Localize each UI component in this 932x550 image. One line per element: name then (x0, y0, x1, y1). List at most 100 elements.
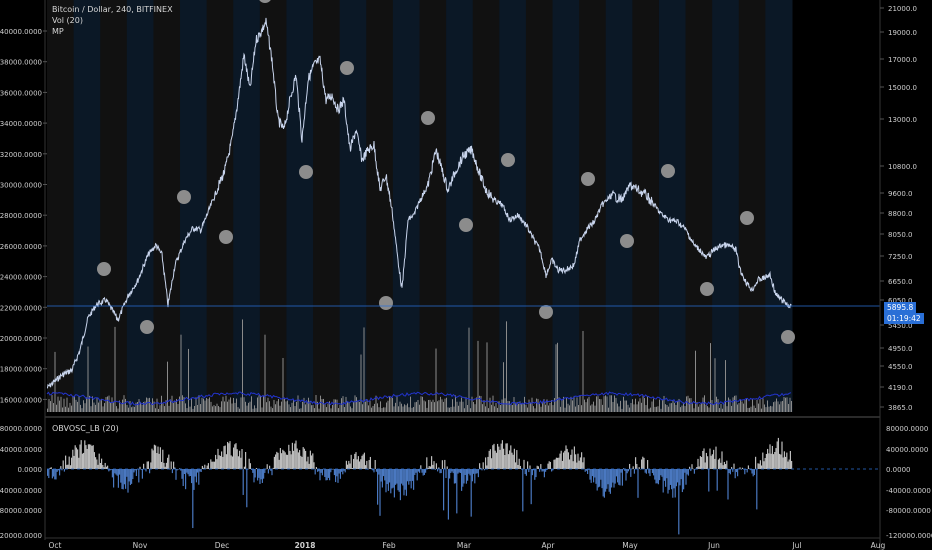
osc-bar (704, 462, 706, 469)
volume-bar (99, 400, 101, 412)
right-price-tick: 7250.0 (888, 253, 913, 261)
osc-bar (530, 469, 532, 505)
volume-bar (566, 397, 567, 412)
volume-bar (252, 408, 254, 412)
osc-bar (770, 453, 772, 469)
osc-bar (204, 464, 206, 469)
volume-bar (483, 400, 485, 412)
osc-bar (725, 464, 727, 469)
volume-bar (608, 407, 609, 412)
volume-bar (146, 397, 147, 412)
volume-bar (744, 399, 746, 412)
volume-bar (138, 399, 140, 412)
osc-bar (63, 469, 65, 472)
volume-bar (618, 406, 620, 412)
volume-bar (786, 397, 788, 412)
osc-bar (242, 469, 244, 495)
osc-bar (632, 466, 634, 469)
osc-bar (446, 466, 448, 469)
osc-bar (677, 469, 679, 483)
volume-bar (765, 407, 767, 412)
mp-marker (781, 330, 795, 344)
osc-bar (53, 469, 55, 477)
osc-bar (636, 463, 638, 469)
volume-bar (468, 327, 470, 412)
volume-bar (129, 400, 131, 412)
volume-bar (705, 404, 707, 412)
osc-bar (99, 462, 101, 469)
indicator-obvosc[interactable]: OBVOSC_LB (20) (52, 424, 119, 433)
volume-bar (495, 403, 497, 412)
osc-bar (403, 469, 405, 496)
symbol-title[interactable]: Bitcoin / Dollar, 240, BITFINEX (52, 5, 173, 14)
osc-bar (519, 465, 521, 469)
osc-bar (685, 469, 687, 485)
volume-bar (92, 396, 93, 412)
osc-bar (594, 469, 596, 478)
mp-marker (501, 153, 515, 167)
volume-bar (539, 403, 540, 412)
volume-bar (519, 401, 521, 412)
osc-bar (409, 469, 411, 482)
osc-bar (327, 469, 329, 478)
osc-bar (192, 469, 194, 529)
osc-bar (93, 452, 95, 469)
volume-bar (128, 407, 129, 412)
osc-bar (687, 469, 689, 476)
volume-bar (413, 406, 414, 412)
volume-bar (651, 401, 653, 412)
osc-bar (463, 469, 465, 484)
osc-bar (597, 469, 599, 488)
volume-bar (722, 408, 723, 412)
osc-bar (293, 450, 295, 469)
volume-bar (311, 405, 312, 412)
volume-bar (509, 401, 510, 412)
volume-bar (180, 334, 182, 412)
volume-bar (222, 396, 224, 412)
osc-bar (692, 468, 694, 470)
volume-bar (785, 397, 786, 412)
volume-bar (446, 397, 447, 412)
osc-bar (211, 461, 213, 469)
indicator-mp[interactable]: MP (52, 27, 64, 36)
osc-bar (693, 469, 695, 474)
osc-bar (337, 469, 339, 483)
osc-bar (600, 469, 602, 480)
volume-bar (176, 398, 177, 412)
osc-bar (341, 469, 343, 472)
osc-bar (761, 465, 763, 469)
osc-bar (302, 447, 304, 469)
osc-bar (270, 469, 272, 471)
osc-bar (230, 455, 232, 469)
osc-bar (710, 455, 712, 469)
volume-bar (696, 402, 698, 412)
session-band (233, 0, 261, 412)
osc-legend: OBVOSC_LB (20) (52, 423, 119, 434)
time-tick: Nov (133, 541, 148, 550)
volume-bar (189, 406, 191, 412)
osc-bar (372, 469, 374, 471)
session-band (100, 0, 128, 412)
osc-bar (464, 469, 466, 475)
left-price-axis: 40000.0000 38000.0000 36000.0000 34000.0000… (0, 28, 47, 404)
indicator-vol[interactable]: Vol (20) (52, 16, 83, 25)
osc-bar (528, 469, 530, 473)
osc-bar (212, 461, 214, 469)
osc-bar (213, 461, 215, 469)
osc-bar (613, 469, 615, 488)
osc-bar (739, 467, 741, 469)
volume-bar (429, 399, 431, 412)
osc-bar (668, 469, 670, 490)
osc-bar (139, 466, 141, 469)
osc-bar (189, 469, 191, 476)
osc-bar (612, 469, 614, 483)
volume-bar (375, 395, 377, 412)
volume-bar (221, 401, 222, 412)
volume-bar (581, 405, 582, 412)
volume-bar (531, 397, 533, 412)
osc-bar (493, 443, 495, 469)
osc-bar (551, 469, 553, 472)
volume-bar (683, 402, 684, 412)
volume-bar (488, 408, 489, 412)
